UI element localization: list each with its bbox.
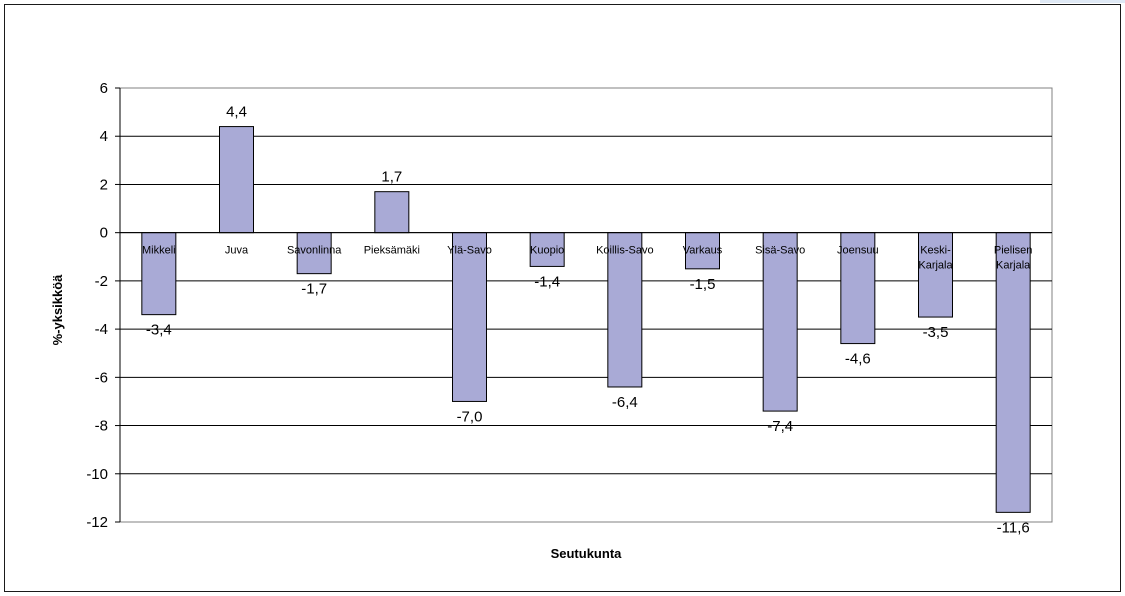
category-label: Koillis-Savo <box>596 245 653 257</box>
category-label: Pieksämäki <box>364 245 420 257</box>
category-label: Varkaus <box>683 245 723 257</box>
category-label: Juva <box>225 245 249 257</box>
y-tick-label: -4 <box>95 321 108 338</box>
category-label: Sisä-Savo <box>755 245 805 257</box>
y-tick-label: -6 <box>95 369 108 386</box>
y-tick-label: 4 <box>100 128 108 145</box>
y-tick-label: -2 <box>95 273 108 290</box>
data-label: -1,5 <box>690 276 716 293</box>
category-label: Kuopio <box>530 245 564 257</box>
bar <box>763 233 797 411</box>
y-tick-label: 0 <box>100 225 108 242</box>
data-label: -3,5 <box>923 324 949 341</box>
bar <box>453 233 487 402</box>
data-label: -3,4 <box>146 322 172 339</box>
category-label: Savonlinna <box>287 245 342 257</box>
y-tick-label: 6 <box>100 80 108 97</box>
grid-layer <box>115 88 1052 522</box>
category-label: Ylä-Savo <box>447 245 492 257</box>
data-label: -1,7 <box>301 281 327 298</box>
y-axis-title: %-yksikköä <box>50 274 65 346</box>
bar <box>996 233 1030 513</box>
data-label: -6,4 <box>612 394 638 411</box>
data-label: -11,6 <box>997 519 1030 536</box>
data-label: -7,0 <box>457 408 483 425</box>
y-tick-label: -12 <box>86 514 108 531</box>
data-label: -1,4 <box>534 273 560 290</box>
y-tick-label: 2 <box>100 176 108 193</box>
y-tick-label: -10 <box>86 466 108 483</box>
category-label: Mikkeli <box>142 245 176 257</box>
y-tick-label: -8 <box>95 418 108 435</box>
bar <box>220 127 254 233</box>
category-label: Joensuu <box>837 245 879 257</box>
plot-area <box>120 88 1052 522</box>
data-label: -4,6 <box>845 351 871 368</box>
bar <box>375 192 409 233</box>
data-label: -7,4 <box>767 418 793 435</box>
data-label: 1,7 <box>381 169 402 186</box>
x-axis-title: Seutukunta <box>551 546 623 561</box>
data-label: 4,4 <box>226 104 247 121</box>
